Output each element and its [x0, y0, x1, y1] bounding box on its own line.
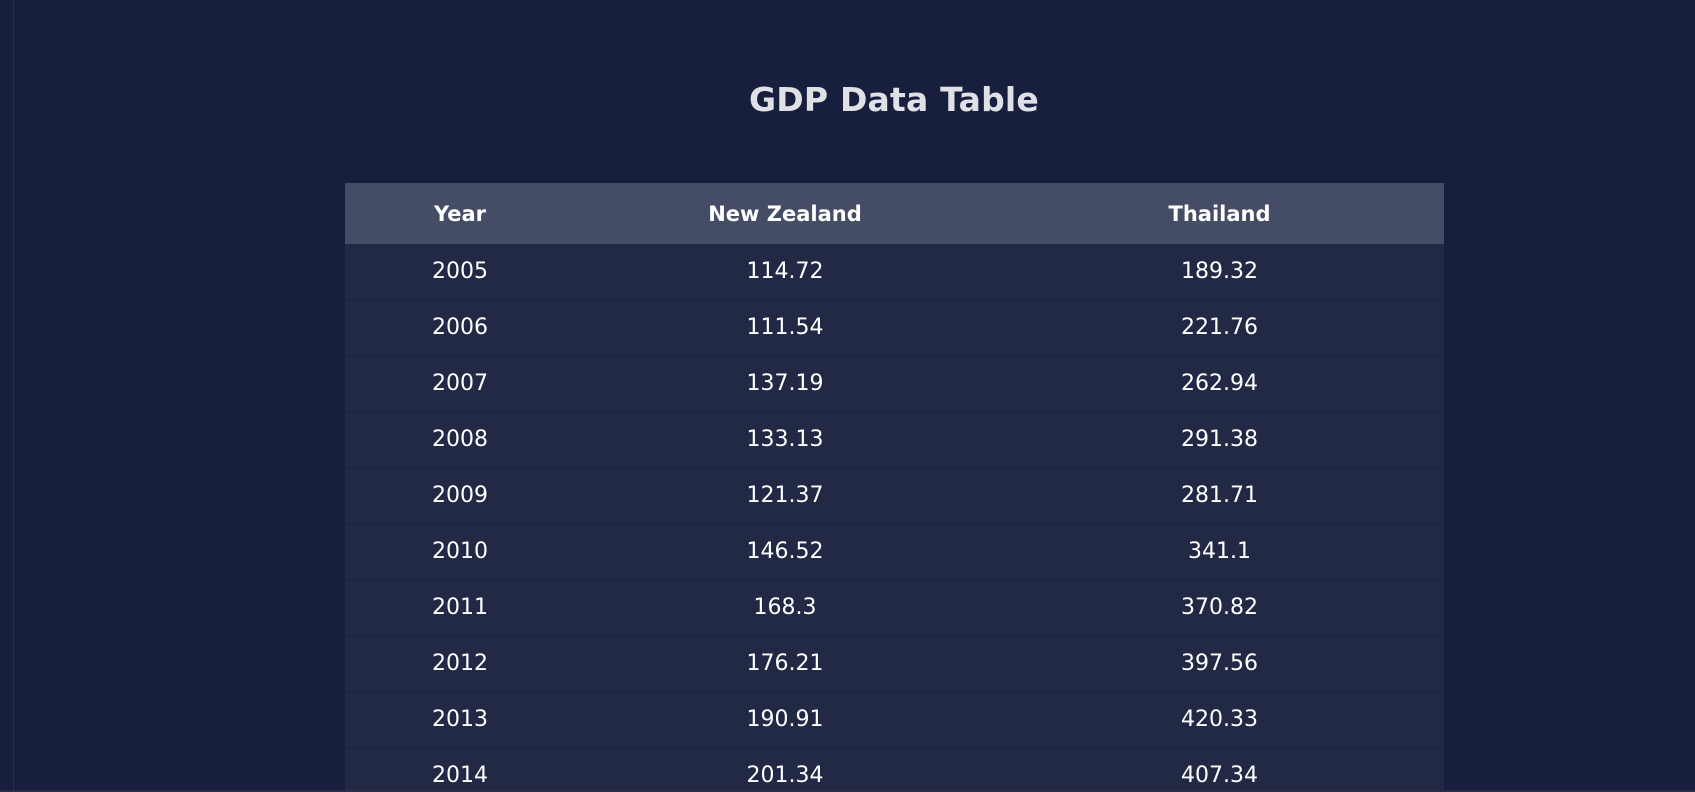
table-body: 2005 114.72 189.32 2006 111.54 221.76 2007 137.… — [345, 244, 1444, 792]
table-row: 2011 168.3 370.82 — [345, 579, 1444, 636]
cell-thailand: 420.33 — [995, 691, 1444, 748]
table-row: 2009 121.37 281.71 — [345, 467, 1444, 524]
cell-thailand: 221.76 — [995, 299, 1444, 356]
page-title: GDP Data Table — [749, 80, 1039, 119]
cell-year: 2006 — [345, 299, 575, 356]
cell-year: 2009 — [345, 467, 575, 524]
cell-new-zealand: 114.72 — [575, 244, 995, 300]
cell-thailand: 189.32 — [995, 244, 1444, 300]
cell-thailand: 291.38 — [995, 411, 1444, 468]
table-row: 2012 176.21 397.56 — [345, 635, 1444, 692]
table-header-row: Year New Zealand Thailand — [345, 183, 1444, 244]
gdp-table-container: Year New Zealand Thailand 2005 114.72 189.… — [345, 183, 1444, 792]
cell-thailand: 370.82 — [995, 579, 1444, 636]
table-row: 2007 137.19 262.94 — [345, 355, 1444, 412]
cell-new-zealand: 168.3 — [575, 579, 995, 636]
cell-year: 2013 — [345, 691, 575, 748]
column-header-new-zealand: New Zealand — [575, 183, 995, 244]
cell-new-zealand: 176.21 — [575, 635, 995, 692]
cell-new-zealand: 201.34 — [575, 747, 995, 792]
cell-thailand: 262.94 — [995, 355, 1444, 412]
table-row: 2006 111.54 221.76 — [345, 299, 1444, 356]
table-row: 2008 133.13 291.38 — [345, 411, 1444, 468]
cell-new-zealand: 111.54 — [575, 299, 995, 356]
column-header-year: Year — [345, 183, 575, 244]
cell-thailand: 281.71 — [995, 467, 1444, 524]
column-header-thailand: Thailand — [995, 183, 1444, 244]
cell-new-zealand: 146.52 — [575, 523, 995, 580]
table-row: 2010 146.52 341.1 — [345, 523, 1444, 580]
cell-new-zealand: 190.91 — [575, 691, 995, 748]
cell-new-zealand: 121.37 — [575, 467, 995, 524]
cell-year: 2011 — [345, 579, 575, 636]
cell-year: 2005 — [345, 244, 575, 300]
cell-year: 2008 — [345, 411, 575, 468]
cell-year: 2007 — [345, 355, 575, 412]
cell-year: 2010 — [345, 523, 575, 580]
cell-thailand: 397.56 — [995, 635, 1444, 692]
gdp-data-table: Year New Zealand Thailand 2005 114.72 189.… — [345, 183, 1444, 792]
cell-thailand: 341.1 — [995, 523, 1444, 580]
cell-year: 2012 — [345, 635, 575, 692]
table-header: Year New Zealand Thailand — [345, 183, 1444, 244]
bottom-divider — [0, 790, 1695, 792]
cell-new-zealand: 133.13 — [575, 411, 995, 468]
table-row: 2014 201.34 407.34 — [345, 747, 1444, 792]
cell-thailand: 407.34 — [995, 747, 1444, 792]
cell-year: 2014 — [345, 747, 575, 792]
table-row: 2005 114.72 189.32 — [345, 244, 1444, 300]
cell-new-zealand: 137.19 — [575, 355, 995, 412]
left-divider — [13, 0, 14, 792]
table-row: 2013 190.91 420.33 — [345, 691, 1444, 748]
